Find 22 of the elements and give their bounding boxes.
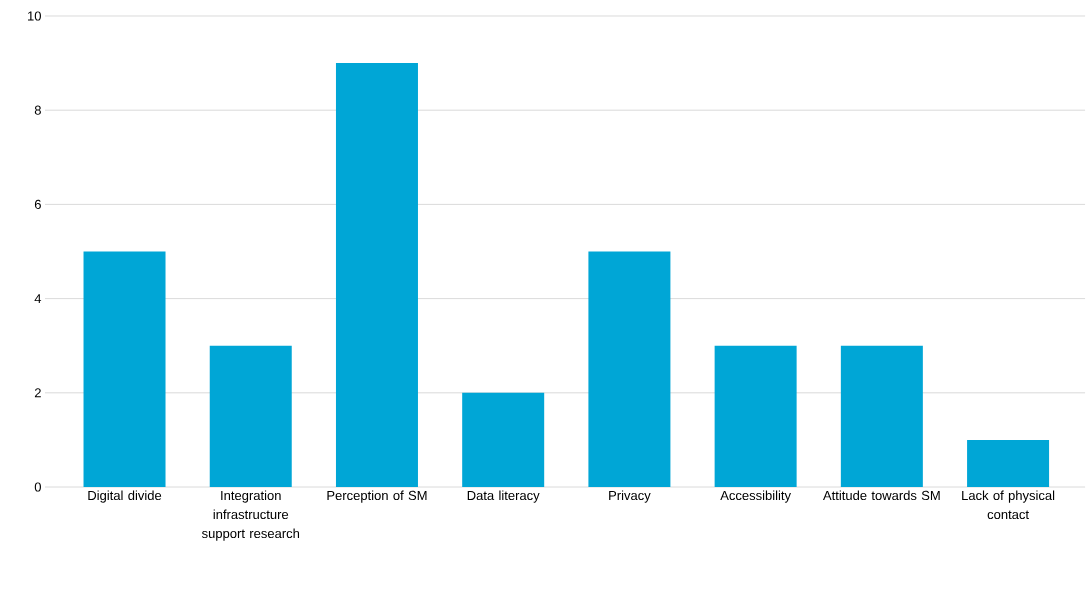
y-tick-label: 6	[34, 199, 41, 209]
bar	[83, 251, 166, 487]
y-tick-label: 8	[34, 105, 41, 115]
x-tick-label: Privacy	[609, 490, 651, 503]
x-tick-label: Lack of physical contact	[962, 490, 1055, 520]
bar	[209, 345, 292, 487]
x-tick-label: Integration infrastructure support research	[201, 490, 300, 541]
x-tick-label: Data literacy	[467, 490, 540, 503]
x-tick-label: Perception of SM	[327, 490, 427, 503]
x-tick-label: Digital divide	[88, 490, 162, 503]
bar	[714, 345, 797, 487]
bar	[462, 392, 545, 487]
bar	[967, 439, 1050, 487]
y-tick-label: 0	[34, 482, 41, 492]
x-tick-label: Attitude towards SM	[823, 490, 940, 501]
y-tick-label: 4	[34, 294, 42, 304]
y-tick-label: 2	[34, 388, 41, 398]
bar	[588, 251, 671, 487]
bar	[335, 63, 418, 487]
x-tick-label: Accessibility	[720, 490, 791, 503]
y-tick-label: 10	[28, 11, 41, 21]
bar	[840, 345, 923, 487]
